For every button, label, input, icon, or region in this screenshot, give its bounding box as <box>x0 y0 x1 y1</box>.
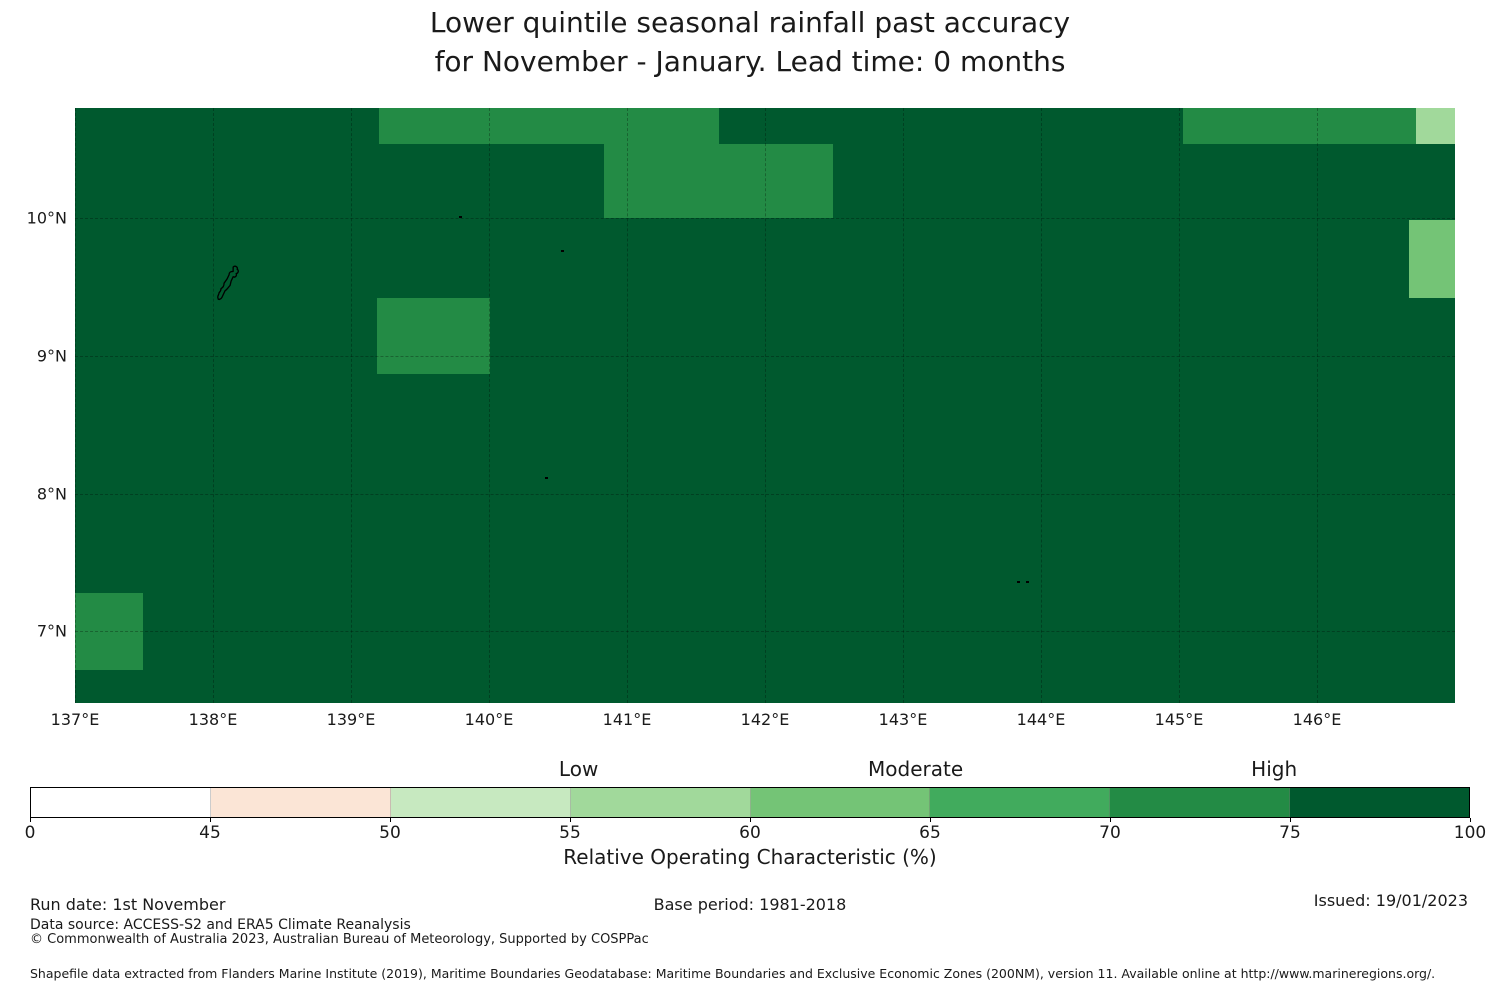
colorbar-tier-labels: Low Moderate High <box>30 757 1470 784</box>
colorbar-segment-55-60 <box>570 788 751 817</box>
map-cell-north-east-corner <box>1416 108 1455 144</box>
island-outline-icon <box>217 265 240 301</box>
data-source-text: Data source: ACCESS-S2 and ERA5 Climate … <box>30 917 411 933</box>
islet-dot-2 <box>544 477 548 480</box>
colorbar <box>30 787 1470 818</box>
chart-title-line2: for November - January. Lead time: 0 mon… <box>434 45 1066 78</box>
colorbar-segment-45-50 <box>210 788 391 817</box>
gridline-138°E <box>213 108 214 703</box>
colorbar-tickmark-100 <box>1470 818 1471 822</box>
y-axis-ticks: 10°N 9°N 8°N 7°N <box>0 108 67 703</box>
gridline-9°N <box>75 355 1455 357</box>
colorbar-tickmark-65 <box>930 818 931 822</box>
islet-dot-3 <box>1016 580 1020 583</box>
colorbar-segment-65-70 <box>930 788 1111 817</box>
gridline-142°E <box>765 108 766 703</box>
y-tick-9°N: 9°N <box>36 346 67 366</box>
x-tick-142°E: 142°E <box>740 710 790 729</box>
gridline-137°E <box>75 108 76 703</box>
base-period-text: Base period: 1981-2018 <box>653 895 847 914</box>
chart-title: Lower quintile seasonal rainfall past ac… <box>0 3 1500 81</box>
map-cell-north-west-strip <box>378 108 720 144</box>
tier-label-high: High <box>1251 757 1298 781</box>
colorbar-tick-45: 45 <box>199 823 221 843</box>
gridline-141°E <box>627 108 628 703</box>
gridline-145°E <box>1179 108 1180 703</box>
map-cell-north-central-block <box>603 143 833 219</box>
chart-title-line1: Lower quintile seasonal rainfall past ac… <box>429 6 1071 39</box>
x-tick-141°E: 141°E <box>602 710 652 729</box>
copyright-text: © Commonwealth of Australia 2023, Austra… <box>30 932 649 947</box>
colorbar-segment-60-65 <box>750 788 931 817</box>
colorbar-segment-0-45 <box>31 788 211 817</box>
gridline-140°E <box>489 108 490 703</box>
islet-dot-4 <box>1026 580 1030 583</box>
x-tick-144°E: 144°E <box>1016 710 1066 729</box>
x-tick-139°E: 139°E <box>326 710 376 729</box>
y-tick-10°N: 10°N <box>26 208 67 228</box>
y-tick-7°N: 7°N <box>36 621 67 641</box>
colorbar-tick-50: 50 <box>379 823 401 843</box>
colorbar-tick-60: 60 <box>739 823 761 843</box>
colorbar-tickmark-45 <box>210 818 211 822</box>
y-tick-8°N: 8°N <box>36 484 67 504</box>
colorbar-axis-label: Relative Operating Characteristic (%) <box>563 845 937 869</box>
colorbar-tick-75: 75 <box>1279 823 1301 843</box>
gridline-8°N <box>75 493 1455 495</box>
colorbar-tickmark-70 <box>1110 818 1111 822</box>
islet-dot-0 <box>459 215 463 218</box>
tier-label-low: Low <box>558 757 599 781</box>
map-cell-south-west-corner <box>75 592 143 670</box>
x-axis-ticks: 137°E 138°E 139°E 140°E 141°E 142°E 143°E 144°E… <box>51 710 1455 732</box>
gridline-146°E <box>1317 108 1318 703</box>
shapefile-note-text: Shapefile data extracted from Flanders M… <box>30 966 1436 981</box>
issued-date-text: Issued: 19/01/2023 <box>1313 891 1468 910</box>
palau-main-island <box>217 265 243 304</box>
colorbar-tickmark-60 <box>750 818 751 822</box>
colorbar-tickmark-55 <box>570 818 571 822</box>
colorbar-tickmark-75 <box>1290 818 1291 822</box>
gridline-143°E <box>903 108 904 703</box>
colorbar-tickmarks <box>30 818 1471 822</box>
x-tick-145°E: 145°E <box>1154 710 1204 729</box>
colorbar-segment-75-100 <box>1290 788 1469 817</box>
map-plot <box>75 108 1455 703</box>
map-cell-east-edge <box>1409 219 1455 299</box>
gridline-144°E <box>1041 108 1042 703</box>
x-tick-137°E: 137°E <box>50 710 100 729</box>
colorbar-tick-100: 100 <box>1453 823 1487 843</box>
map-cell-west-9n-block <box>377 298 491 374</box>
islet-dot-1 <box>561 250 565 253</box>
colorbar-tick-70: 70 <box>1099 823 1121 843</box>
colorbar-tick-65: 65 <box>919 823 941 843</box>
map-cell-north-east-strip <box>1183 108 1417 144</box>
colorbar-tickmark-50 <box>390 818 391 822</box>
colorbar-segment-50-55 <box>390 788 571 817</box>
colorbar-segment-70-75 <box>1110 788 1291 817</box>
run-date-text: Run date: 1st November <box>30 895 226 914</box>
colorbar-tickmark-0 <box>30 818 31 822</box>
gridline-7°N <box>75 631 1455 633</box>
colorbar-tick-labels: 0 45 50 55 60 65 70 75 100 <box>25 823 1487 843</box>
colorbar-tick-55: 55 <box>559 823 581 843</box>
gridline-139°E <box>351 108 352 703</box>
tier-label-moderate: Moderate <box>868 757 964 781</box>
gridline-10°N <box>75 218 1455 220</box>
x-tick-140°E: 140°E <box>464 710 514 729</box>
colorbar-tick-0: 0 <box>24 823 36 843</box>
x-tick-138°E: 138°E <box>188 710 238 729</box>
x-tick-146°E: 146°E <box>1292 710 1342 729</box>
x-tick-143°E: 143°E <box>878 710 928 729</box>
